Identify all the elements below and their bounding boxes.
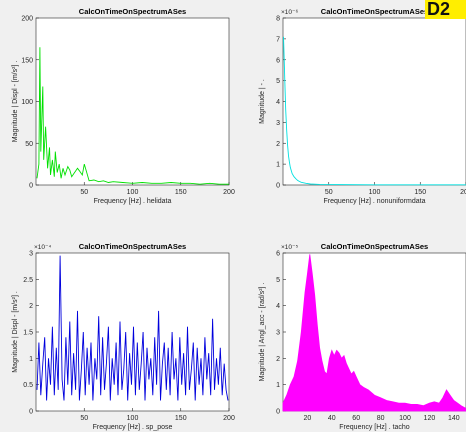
y-tick-label: 0 — [29, 183, 33, 190]
x-tick-label: 100 — [399, 415, 411, 422]
y-tick-label: 2 — [29, 303, 33, 310]
x-tick-label: 200 — [223, 415, 235, 422]
y-tick-label: 100 — [21, 99, 33, 106]
x-tick-label: 100 — [127, 415, 139, 422]
y-exponent: ×10⁻⁴ — [34, 244, 51, 251]
y-tick-label: 0.5 — [23, 382, 33, 389]
y-tick-label: 4 — [276, 99, 280, 106]
x-tick-label: 150 — [175, 189, 187, 196]
x-tick-label: 200 — [460, 189, 466, 196]
y-tick-label: 3 — [276, 120, 280, 127]
y-exponent: ×10⁻⁶ — [281, 9, 298, 16]
x-axis-label: Frequency [Hz] . sp_pose — [93, 424, 173, 431]
y-axis-label: Magnitude | Displ - [m/s²] . — [12, 291, 19, 373]
chart-title: CalcOnTimeOnSpectrumASes — [79, 7, 186, 16]
x-tick-label: 200 — [223, 189, 235, 196]
chart-title: CalcOnTimeOnSpectrumASes — [321, 242, 428, 251]
x-tick-label: 80 — [377, 415, 385, 422]
y-tick-label: 0 — [29, 409, 33, 416]
x-tick-label: 50 — [80, 415, 88, 422]
x-tick-label: 20 — [304, 415, 312, 422]
y-tick-label: 0 — [276, 183, 280, 190]
y-axis-label: Magnitude | Displ - [m/s²] . — [12, 61, 19, 143]
y-tick-label: 7 — [276, 36, 280, 43]
y-tick-label: 2.5 — [23, 277, 33, 284]
y-tick-label: 6 — [276, 57, 280, 64]
y-tick-label: 3 — [29, 251, 33, 258]
x-tick-label: 40 — [328, 415, 336, 422]
figure-badge: D2 — [425, 0, 466, 19]
y-tick-label: 2 — [276, 141, 280, 148]
x-tick-label: 100 — [127, 189, 139, 196]
x-axis-label: Frequency [Hz] . tacho — [339, 424, 410, 431]
y-tick-label: 150 — [21, 57, 33, 64]
y-tick-label: 8 — [276, 16, 280, 23]
y-tick-label: 5 — [276, 78, 280, 85]
y-tick-label: 200 — [21, 16, 33, 23]
y-tick-label: 5 — [276, 277, 280, 284]
data-series-line — [36, 47, 229, 185]
x-tick-label: 120 — [424, 415, 436, 422]
data-series-area — [282, 254, 466, 412]
plot-area-1 — [35, 17, 230, 186]
x-tick-label: 100 — [369, 189, 381, 196]
y-tick-label: 6 — [276, 251, 280, 258]
y-tick-label: 4 — [276, 303, 280, 310]
plot-area-2 — [282, 17, 466, 186]
badge-label: D2 — [427, 0, 451, 19]
y-tick-label: 0 — [276, 409, 280, 416]
x-axis-label: Frequency [Hz] . nonuniformdata — [324, 198, 426, 205]
chart-title: CalcOnTimeOnSpectrumASes — [321, 7, 428, 16]
y-axis-label: Magnitude | - . — [259, 79, 266, 124]
plot-area-3 — [35, 252, 230, 412]
x-axis-label: Frequency [Hz] . helidata — [94, 198, 172, 205]
y-tick-label: 1 — [276, 162, 280, 169]
y-tick-label: 1.5 — [23, 330, 33, 337]
y-tick-label: 50 — [25, 141, 33, 148]
x-tick-label: 140 — [448, 415, 460, 422]
x-tick-label: 50 — [80, 189, 88, 196]
x-tick-label: 50 — [325, 189, 333, 196]
x-tick-label: 60 — [352, 415, 360, 422]
y-axis-label: Magnitude | Angl_acc - [rad/s²] . — [259, 283, 266, 382]
y-tick-label: 2 — [276, 356, 280, 363]
x-tick-label: 150 — [175, 415, 187, 422]
y-tick-label: 1 — [29, 356, 33, 363]
x-tick-label: 150 — [414, 189, 426, 196]
data-series-line — [36, 255, 229, 401]
y-exponent: ×10⁻⁵ — [281, 244, 298, 251]
y-tick-label: 1 — [276, 382, 280, 389]
y-tick-label: 3 — [276, 330, 280, 337]
data-series-line — [283, 36, 466, 186]
chart-title: CalcOnTimeOnSpectrumASes — [79, 242, 186, 251]
